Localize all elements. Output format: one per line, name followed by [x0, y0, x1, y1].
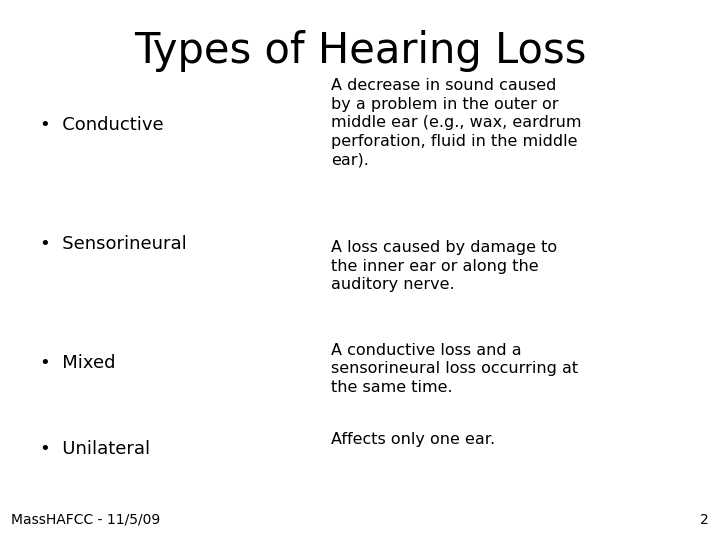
- Text: •  Sensorineural: • Sensorineural: [40, 235, 186, 253]
- Text: Types of Hearing Loss: Types of Hearing Loss: [134, 30, 586, 72]
- Text: A loss caused by damage to
the inner ear or along the
auditory nerve.: A loss caused by damage to the inner ear…: [331, 240, 557, 293]
- Text: A conductive loss and a
sensorineural loss occurring at
the same time.: A conductive loss and a sensorineural lo…: [331, 343, 578, 395]
- Text: •  Mixed: • Mixed: [40, 354, 115, 372]
- Text: •  Conductive: • Conductive: [40, 116, 163, 134]
- Text: Affects only one ear.: Affects only one ear.: [331, 432, 495, 447]
- Text: 2: 2: [701, 512, 709, 526]
- Text: A decrease in sound caused
by a problem in the outer or
middle ear (e.g., wax, e: A decrease in sound caused by a problem …: [331, 78, 582, 168]
- Text: •  Unilateral: • Unilateral: [40, 440, 150, 458]
- Text: MassHAFCC - 11/5/09: MassHAFCC - 11/5/09: [11, 512, 160, 526]
